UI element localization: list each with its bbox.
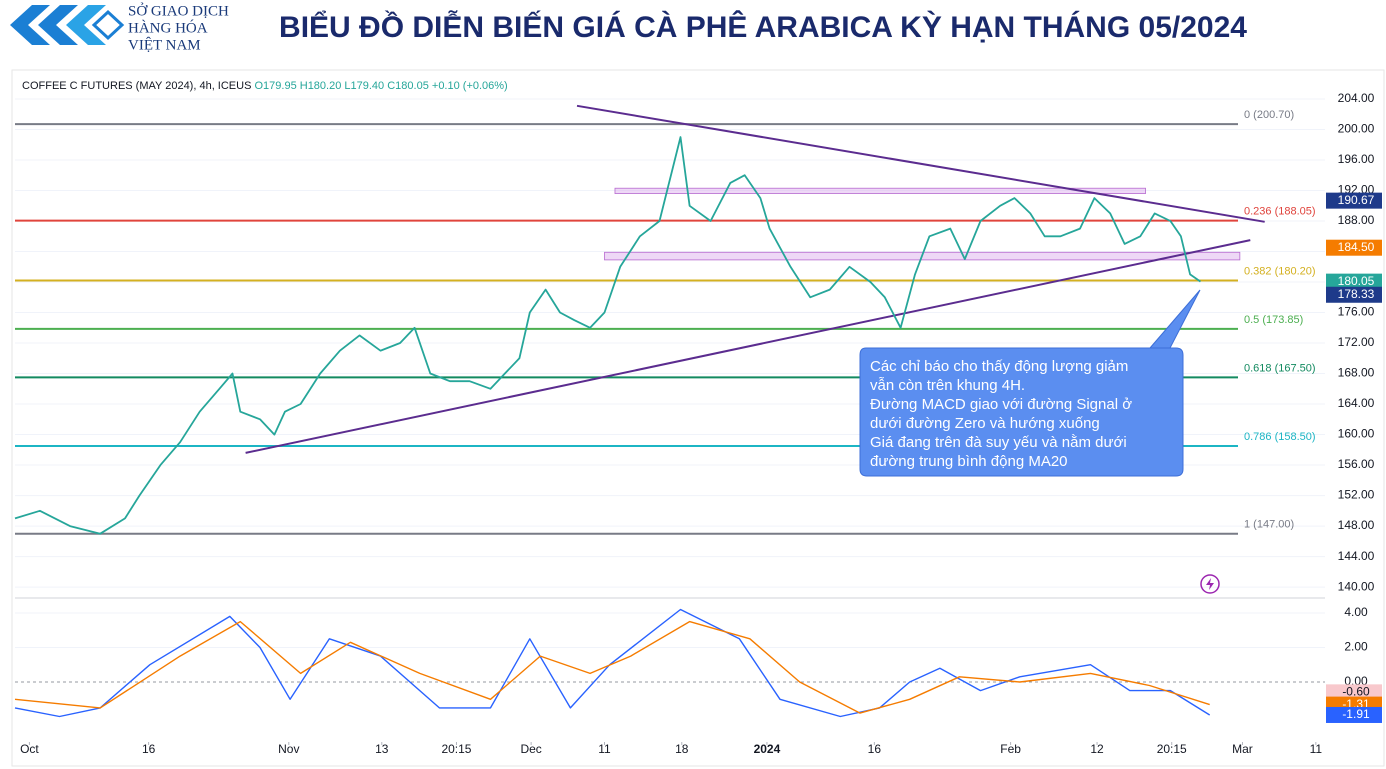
- low: L179.40: [344, 80, 384, 92]
- y-tick-label: 160.00: [1338, 427, 1375, 441]
- fib-label: 0.618 (167.50): [1244, 362, 1316, 374]
- open: O179.95: [254, 80, 296, 92]
- x-tick-label: Nov: [278, 742, 299, 756]
- y-tick-label: 148.00: [1338, 518, 1375, 532]
- x-tick-label: 20:15: [441, 742, 471, 756]
- alert-icon[interactable]: [1200, 574, 1220, 594]
- y-tick-label: 156.00: [1338, 457, 1375, 471]
- annotation-text: Đường MACD giao với đường Signal ở: [870, 396, 1132, 413]
- trendline: [576, 104, 1265, 223]
- x-tick-label: 12: [1090, 742, 1104, 756]
- annotation-text: dưới đường Zero và hướng xuống: [870, 415, 1100, 432]
- y-tick-label: 168.00: [1338, 366, 1375, 380]
- annotation-text: đường trung bình động MA20: [870, 453, 1068, 470]
- change: +0.10 (+0.06%): [432, 80, 508, 92]
- annotation-box: [859, 289, 1201, 477]
- y-tick-label: 176.00: [1338, 305, 1375, 319]
- y-tick-label: 2.00: [1344, 640, 1368, 654]
- fib-label: 0.236 (188.05): [1244, 206, 1316, 218]
- x-tick-label: 16: [868, 742, 882, 756]
- price-marker-label: -0.60: [1342, 685, 1370, 699]
- y-tick-label: 164.00: [1338, 396, 1375, 410]
- logo-text: VIỆT NAM: [128, 36, 201, 53]
- x-tick-label: Feb: [1000, 742, 1021, 756]
- y-tick-label: 172.00: [1338, 335, 1375, 349]
- price-marker: [1326, 684, 1382, 701]
- x-tick-label: 20:15: [1157, 742, 1187, 756]
- price-marker-label: 180.05: [1338, 274, 1375, 288]
- price-marker: [1326, 239, 1382, 256]
- x-tick-label: Dec: [520, 742, 541, 756]
- y-tick-label: 144.00: [1338, 549, 1375, 563]
- annotation-text: vẫn còn trên khung 4H.: [870, 377, 1025, 394]
- price-marker: [1326, 192, 1382, 209]
- legend: COFFEE C FUTURES (MAY 2024), 4h, ICEUS O…: [22, 80, 508, 92]
- y-tick-label: 140.00: [1338, 579, 1375, 593]
- price-marker: [1326, 273, 1382, 290]
- logo-text: SỞ GIAO DỊCH: [128, 2, 229, 19]
- y-tick-label: 196.00: [1338, 152, 1375, 166]
- annotation-text: Các chỉ báo cho thấy động lượng giảm: [870, 358, 1128, 375]
- y-tick-label: 200.00: [1338, 122, 1375, 136]
- price-marker-label: 178.33: [1338, 287, 1375, 301]
- logo-text: HÀNG HÓA: [128, 19, 208, 36]
- fib-label: 0.5 (173.85): [1244, 314, 1303, 326]
- y-tick-label: 204.00: [1338, 91, 1375, 105]
- symbol: COFFEE C FUTURES (MAY 2024), 4h, ICEUS: [22, 80, 251, 92]
- fib-label: 0 (200.70): [1244, 109, 1294, 121]
- high: H180.20: [300, 80, 342, 92]
- price-line: [14, 136, 1202, 535]
- annotation: Các chỉ báo cho thấy động lượng giảm vẫn…: [859, 289, 1201, 477]
- x-tick-label: 18: [675, 742, 689, 756]
- price-marker-label: 184.50: [1338, 240, 1375, 254]
- x-tick-label: 13: [375, 742, 389, 756]
- x-tick-label: 11: [598, 742, 611, 756]
- plot: 140.00144.00148.00152.00156.00160.00164.…: [14, 91, 1382, 756]
- y-tick-label: 188.00: [1338, 213, 1375, 227]
- price-marker-label: 190.67: [1338, 193, 1375, 207]
- x-tick-label: Oct: [20, 742, 39, 756]
- price-marker: [1326, 706, 1382, 723]
- price-marker: [1326, 286, 1382, 303]
- title: BIỂU ĐỒ DIỄN BIẾN GIÁ CÀ PHÊ ARABICA KỲ …: [279, 10, 1247, 44]
- trendline: [245, 239, 1251, 454]
- logo: SỞ GIAO DỊCH HÀNG HÓA VIỆT NAM: [10, 2, 229, 53]
- zone: [614, 187, 1146, 194]
- fib-label: 0.786 (158.50): [1244, 431, 1316, 443]
- price-marker-label: -1.91: [1342, 707, 1370, 721]
- fib-label: 0.382 (180.20): [1244, 265, 1316, 277]
- x-tick-label: 11: [1310, 742, 1323, 756]
- y-tick-label: 152.00: [1338, 488, 1375, 502]
- x-tick-label: 16: [142, 742, 156, 756]
- annotation-text: Giá đang trên đà suy yếu và nằm dưới: [870, 434, 1127, 451]
- fib-label: 1 (147.00): [1244, 519, 1294, 531]
- x-tick-label: Mar: [1232, 742, 1253, 756]
- y-tick-label: 4.00: [1344, 605, 1368, 619]
- close: C180.05: [387, 80, 429, 92]
- x-tick-label: 2024: [754, 742, 781, 756]
- macd-line: [14, 620, 1210, 714]
